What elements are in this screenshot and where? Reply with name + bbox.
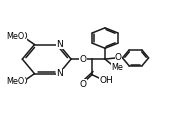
Text: MeO: MeO bbox=[7, 77, 25, 86]
Text: N: N bbox=[56, 40, 63, 49]
Text: Me: Me bbox=[111, 63, 123, 72]
Text: O: O bbox=[20, 32, 27, 41]
Text: O: O bbox=[20, 77, 27, 86]
Text: OH: OH bbox=[99, 76, 113, 85]
Text: MeO: MeO bbox=[7, 32, 25, 41]
Text: O: O bbox=[115, 53, 122, 62]
Text: O: O bbox=[80, 80, 87, 89]
Text: O: O bbox=[79, 55, 86, 64]
Text: N: N bbox=[56, 69, 63, 78]
